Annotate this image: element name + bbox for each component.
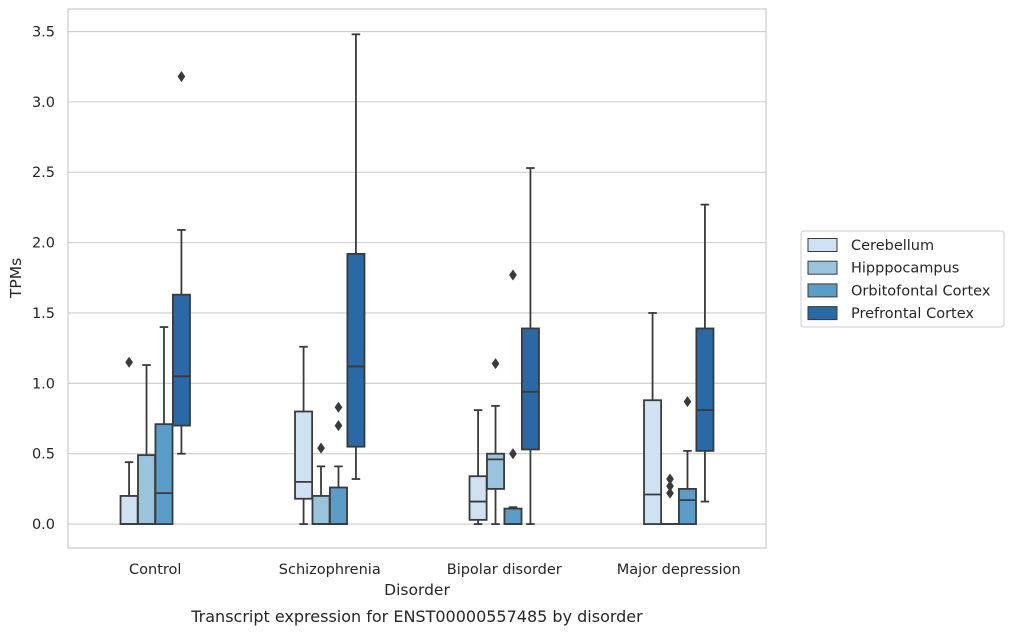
x-tick-label: Bipolar disorder	[447, 562, 562, 578]
box-body	[137, 454, 156, 525]
box-body	[486, 452, 505, 490]
legend-frame	[800, 230, 1005, 328]
x-tick-labels: Control Schizophrenia Bipolar disorder Majo…	[129, 562, 741, 578]
y-tick-label: 3.0	[32, 95, 55, 111]
box-outlier	[317, 442, 325, 454]
y-tick-label: 2.5	[32, 165, 55, 181]
box-outlier	[334, 420, 343, 432]
box-body	[119, 495, 139, 525]
legend-label: Hipppocampus	[851, 261, 959, 277]
box-body	[695, 327, 715, 452]
plot-frame	[67, 8, 767, 549]
x-tick-label: Major depression	[617, 562, 741, 578]
box-outlier	[666, 480, 674, 492]
y-tick-label: 2.0	[32, 236, 55, 252]
chart-caption: Transcript expression for ENST0000055748…	[190, 607, 643, 626]
box-outlier	[666, 487, 674, 499]
box-body	[294, 410, 314, 500]
x-tick-label: Control	[129, 562, 181, 578]
legend-label: Cerebellum	[851, 238, 934, 254]
box-body	[154, 423, 174, 525]
box-outlier	[666, 473, 674, 485]
y-tick-label: 0.5	[32, 447, 55, 463]
x-tick-label: Schizophrenia	[279, 562, 381, 578]
box-series	[119, 33, 715, 525]
box-outlier	[683, 396, 692, 408]
y-tick-labels: 0.0 0.5 1.0 1.5 2.0 2.5 3.0 3.5	[32, 25, 55, 534]
legend-swatch	[807, 306, 838, 321]
y-tick-label: 1.5	[32, 306, 55, 322]
x-axis-label: Disorder	[384, 581, 450, 599]
box-body	[171, 293, 191, 427]
box-body	[311, 495, 331, 525]
box-body	[520, 327, 540, 451]
box-body	[329, 486, 348, 525]
legend-swatch	[807, 260, 838, 275]
box-outlier	[125, 356, 133, 368]
box-outlier	[491, 358, 500, 370]
box-outlier	[334, 401, 343, 413]
y-tick-label: 0.0	[32, 517, 55, 533]
box-outlier	[509, 269, 517, 281]
box-body	[678, 487, 697, 525]
legend-swatch	[807, 238, 838, 252]
box-outlier	[509, 448, 517, 460]
legend-label: Prefrontal Cortex	[851, 306, 974, 322]
legend-swatch	[807, 283, 838, 298]
box-outlier	[177, 71, 186, 83]
legend: Cerebellum Hipppocampus Orbitofontal Corte…	[800, 230, 1005, 328]
y-tick-label: 1.0	[32, 376, 55, 392]
box-body	[643, 399, 663, 525]
box-body	[503, 507, 523, 525]
y-tick-label: 3.5	[32, 25, 55, 41]
box-body	[346, 252, 366, 448]
y-axis-label: TPMs	[7, 258, 25, 299]
box-body	[468, 475, 488, 521]
legend-label: Orbitofontal Cortex	[851, 283, 991, 299]
